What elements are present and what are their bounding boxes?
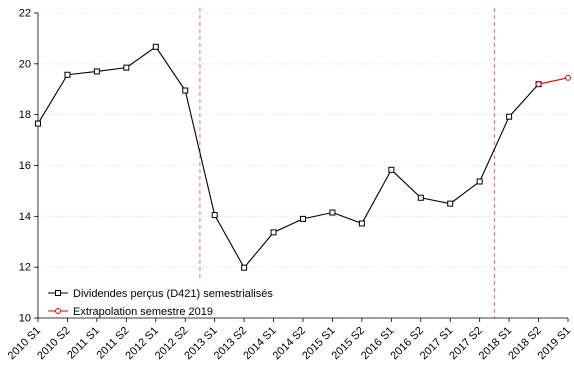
data-point (565, 74, 571, 81)
y-tick-label: 16 (19, 160, 31, 172)
data-point (241, 264, 248, 271)
data-point (506, 113, 513, 120)
data-point (417, 194, 424, 201)
y-tick-label: 18 (19, 109, 31, 121)
data-point (152, 43, 159, 50)
data-point (329, 209, 336, 216)
data-point (211, 212, 218, 219)
legend-label: Extrapolation semestre 2019 (73, 306, 213, 318)
data-point (535, 81, 542, 88)
vertical-markers (199, 8, 495, 318)
data-point (358, 220, 365, 227)
data-point (388, 166, 395, 173)
y-axis-ticks: 10 12 14 16 18 20 22 (19, 8, 38, 325)
gridlines (38, 12, 568, 319)
data-point (182, 87, 189, 94)
y-tick-label: 22 (19, 8, 31, 20)
data-point (476, 178, 483, 185)
data-point (270, 229, 277, 236)
data-point (64, 71, 71, 78)
y-tick-label: 20 (19, 58, 31, 70)
y-tick-label: 10 (19, 313, 31, 325)
series-layer (35, 43, 571, 271)
data-point (123, 64, 130, 71)
series-line-1 (37, 46, 539, 269)
legend-swatch-marker (55, 290, 61, 296)
data-point (93, 68, 100, 75)
legend-label: Dividendes perçus (D421) semestrialisés (73, 288, 273, 300)
data-point (447, 200, 454, 207)
y-tick-label: 14 (19, 211, 31, 223)
x-tick-label: 2019 S1 (536, 325, 573, 362)
y-tick-label: 12 (19, 262, 31, 274)
axes (37, 13, 568, 319)
x-tick-label: 2010 S2 (35, 325, 72, 362)
data-point (35, 120, 41, 127)
data-point (300, 215, 306, 222)
series-line-2 (538, 77, 569, 85)
legend: Dividendes perçus (D421) semestrialisés E… (48, 288, 273, 318)
legend-swatch-marker (55, 308, 61, 314)
